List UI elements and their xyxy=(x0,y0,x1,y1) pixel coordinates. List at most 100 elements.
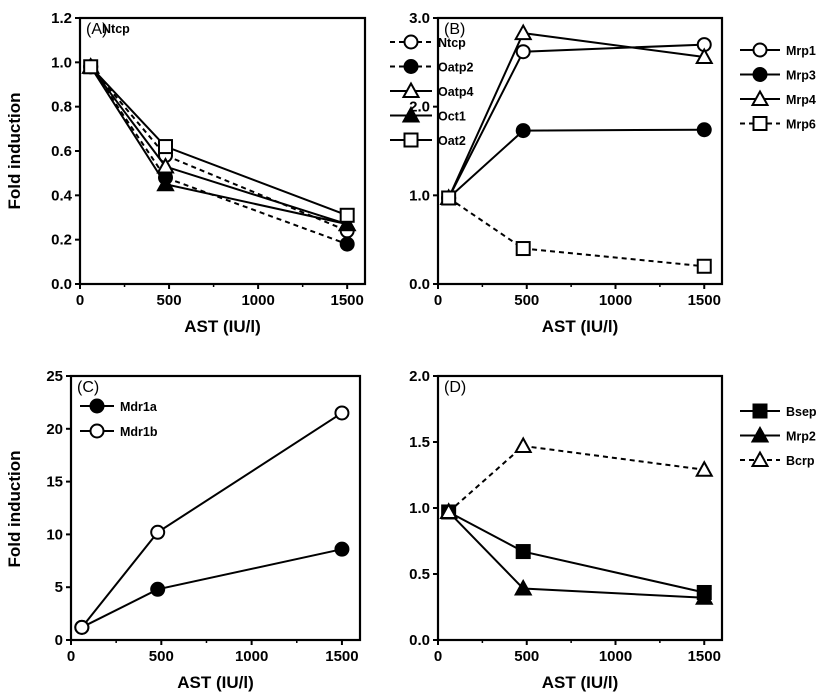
series-line xyxy=(81,412,343,628)
legend-label: Mrp2 xyxy=(786,430,816,444)
x-tick-label: 1000 xyxy=(241,292,274,309)
y-tick-label: 0.8 xyxy=(51,99,72,116)
data-point xyxy=(150,581,166,597)
y-tick-label: 1.2 xyxy=(51,10,72,27)
y-tick-label: 1.0 xyxy=(409,500,430,517)
legend-label: Oatp4 xyxy=(438,85,473,99)
y-tick-label: 2.0 xyxy=(409,99,430,116)
series-ntcp xyxy=(83,59,355,239)
data-point xyxy=(74,619,90,635)
y-tick-label: 0.6 xyxy=(51,143,72,160)
y-tick-label: 0.2 xyxy=(51,232,72,249)
data-point xyxy=(158,139,173,155)
data-point xyxy=(515,544,531,560)
y-tick-label: 1.0 xyxy=(51,54,72,71)
legend-label: Mrp1 xyxy=(786,44,816,58)
series-line xyxy=(81,548,343,629)
series-bsep xyxy=(441,504,712,600)
series-oat2 xyxy=(83,59,355,223)
legend-label: Mdr1b xyxy=(120,425,158,439)
y-tick-label: 15 xyxy=(46,474,63,491)
series-line xyxy=(448,197,705,268)
series-line xyxy=(447,31,705,199)
legend-label: Oct1 xyxy=(438,110,466,124)
series-line xyxy=(447,43,705,199)
panel-label: (C) xyxy=(77,379,99,396)
plot-frame xyxy=(69,374,362,642)
legend: Mdr1a Mdr1b xyxy=(80,398,158,439)
x-tick-label: 0 xyxy=(76,292,84,309)
legend: Bsep Mrp2 Bcrp xyxy=(740,403,817,468)
x-tick-label: 0 xyxy=(434,648,442,665)
series-bcrp xyxy=(439,436,714,519)
y-tick-label: 1.0 xyxy=(409,187,430,204)
series-mrp2 xyxy=(439,502,714,605)
data-point xyxy=(696,122,712,138)
x-tick-label: 0 xyxy=(434,292,442,309)
y-tick-label: 0 xyxy=(55,632,63,649)
x-axis-title: AST (IU/l) xyxy=(177,673,254,692)
data-point xyxy=(514,436,533,453)
x-tick-label: 1000 xyxy=(599,292,632,309)
x-axis-title: AST (IU/l) xyxy=(542,673,619,692)
x-tick-label: 1000 xyxy=(235,648,268,665)
x-tick-label: 500 xyxy=(514,292,539,309)
legend: Mrp1 Mrp3 Mrp4 Mrp6 xyxy=(740,42,816,132)
series-line xyxy=(447,511,705,599)
series-line xyxy=(89,66,348,246)
panel-label: (D) xyxy=(444,379,466,396)
x-tick-label: 1000 xyxy=(599,648,632,665)
series-mrp6 xyxy=(441,190,712,274)
y-axis-title: Fold induction xyxy=(5,450,24,567)
data-point xyxy=(515,123,531,139)
legend-label: Mrp4 xyxy=(786,93,816,107)
legend-marker xyxy=(403,132,419,148)
data-point xyxy=(695,47,714,65)
data-point xyxy=(515,44,531,60)
legend-marker xyxy=(750,425,770,443)
data-point xyxy=(514,578,533,596)
legend-marker xyxy=(89,423,105,439)
x-tick-label: 500 xyxy=(149,648,174,665)
y-tick-label: 10 xyxy=(46,526,63,543)
y-tick-label: 20 xyxy=(46,421,63,438)
series-mdr1b xyxy=(74,405,350,635)
y-tick-label: 0.0 xyxy=(51,276,72,293)
data-point xyxy=(337,214,357,232)
x-tick-label: 1500 xyxy=(331,292,364,309)
chart-panel-c: 0 500 1000 1500 0 5 10 15 20 25 AST (IU/l) Fold ind… xyxy=(5,368,362,692)
legend-label: Oatp2 xyxy=(438,61,473,75)
x-tick-label: 1500 xyxy=(325,648,358,665)
legend-label: Ntcp xyxy=(438,36,466,50)
legend: Ntcp Oatp2 Oatp4 Oct1 Oat2 xyxy=(390,34,473,148)
chart-panel-a: 0 500 1000 1500 0.0 0.2 0.4 0.6 0.8 1.0 1.2 AST (IU… xyxy=(5,10,473,336)
legend-label: Oat2 xyxy=(438,134,466,148)
panel-label: (B) xyxy=(444,21,465,38)
legend-marker xyxy=(403,59,419,74)
x-tick-label: 1500 xyxy=(688,648,721,665)
y-tick-label: 1.5 xyxy=(409,434,430,451)
data-point xyxy=(334,405,350,421)
panel-label: (A) xyxy=(86,21,107,38)
legend-marker xyxy=(401,105,421,123)
x-axis-title: AST (IU/l) xyxy=(184,317,261,336)
data-point xyxy=(334,541,350,557)
x-tick-label: 0 xyxy=(67,648,75,665)
y-tick-label: 2.0 xyxy=(409,368,430,385)
series-mrp4 xyxy=(439,23,714,205)
legend-label: Bcrp xyxy=(786,454,815,468)
data-point xyxy=(339,236,355,252)
x-tick-label: 500 xyxy=(157,292,182,309)
data-point xyxy=(695,460,714,477)
series-oatp4 xyxy=(81,57,357,232)
panel-annotation: Ntcp xyxy=(102,22,130,36)
y-tick-label: 0.0 xyxy=(409,632,430,649)
x-tick-label: 500 xyxy=(514,648,539,665)
plot-frame xyxy=(436,374,724,642)
chart-panel-d: 0 500 1000 1500 0.0 0.5 1.0 1.5 2.0 AST (IU/l) (D)… xyxy=(409,368,817,692)
y-tick-label: 25 xyxy=(46,368,63,385)
data-point xyxy=(156,174,175,192)
series-oct1 xyxy=(81,57,357,232)
series-mrp3 xyxy=(441,122,712,206)
